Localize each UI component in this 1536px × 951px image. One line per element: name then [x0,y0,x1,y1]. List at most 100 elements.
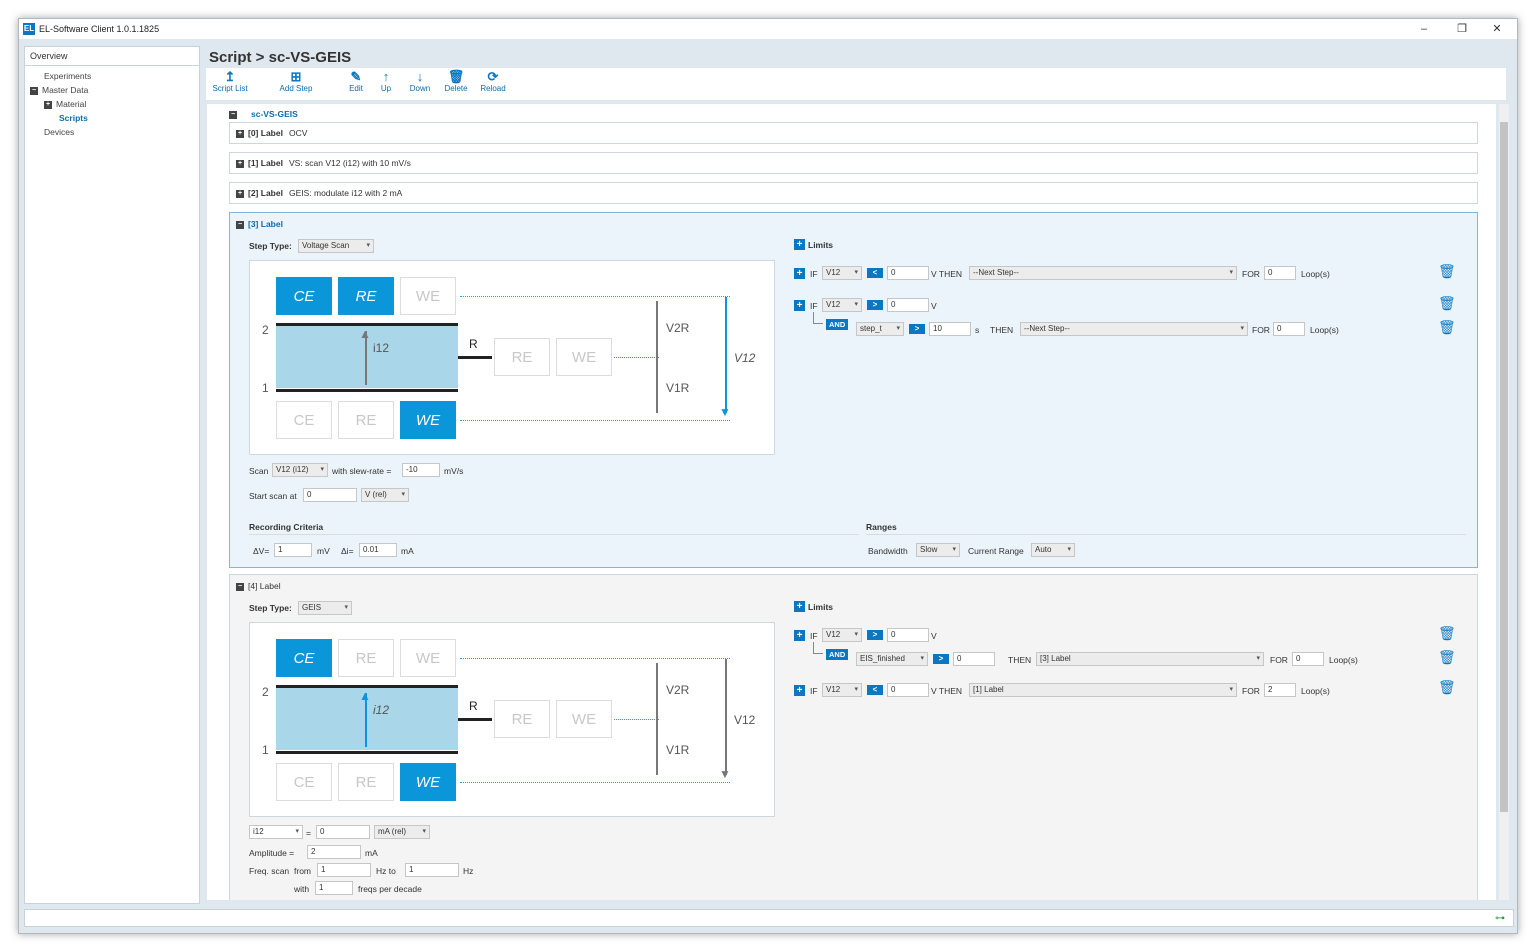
limit-value-input[interactable]: 0 [887,266,929,280]
limit-variable-select[interactable]: V12 [822,298,862,312]
collapse-icon[interactable]: − [30,86,38,95]
delete-limit-trash-icon[interactable]: 🗑 [1438,649,1456,665]
and-button[interactable]: AND [826,319,849,330]
minimize-button[interactable]: – [1420,23,1428,35]
excitation-unit-select[interactable]: mA (rel) [374,825,430,839]
we-mid-toggle[interactable]: WE [556,700,612,738]
then-step-select[interactable]: --Next Step-- [1020,322,1248,336]
step-header-4[interactable]: − [4] Label [236,581,281,591]
delete-limit-trash-icon[interactable]: 🗑 [1438,625,1456,641]
down-button[interactable]: ↓ Down [406,70,434,94]
delete-limit-trash-icon[interactable]: 🗑 [1438,679,1456,695]
expand-icon[interactable]: + [44,100,52,109]
limit-variable-select[interactable]: V12 [822,266,862,280]
limit-value-input[interactable]: 0 [887,628,929,642]
ce-bottom-toggle[interactable]: CE [276,763,332,801]
add-condition-icon[interactable]: + [794,685,805,696]
re-bottom-toggle[interactable]: RE [338,763,394,801]
sidebar-header-overview[interactable]: Overview [25,47,199,66]
then-step-select[interactable]: --Next Step-- [969,266,1237,280]
loops-input[interactable]: 2 [1264,683,1296,697]
operator-button[interactable]: > [909,324,925,334]
re-bottom-toggle[interactable]: RE [338,401,394,439]
collapse-icon[interactable]: − [229,110,237,119]
limit-value-input[interactable]: 0 [887,683,929,697]
scan-variable-select[interactable]: V12 (i12) [272,463,328,477]
we-top-toggle[interactable]: WE [400,277,456,315]
add-limit-icon[interactable]: + [794,601,805,612]
and-value-input[interactable]: 0 [953,652,995,666]
expand-icon[interactable]: + [236,159,244,168]
collapse-icon[interactable]: − [236,582,244,591]
step-type-select[interactable]: Voltage Scan [298,239,374,253]
amplitude-input[interactable]: 2 [307,845,361,859]
then-step-select[interactable]: [3] Label [1036,652,1264,666]
we-bottom-toggle[interactable]: WE [400,763,456,801]
re-mid-toggle[interactable]: RE [494,700,550,738]
freq-from-input[interactable]: 1 [317,863,371,877]
freqs-per-decade-input[interactable]: 1 [315,881,353,895]
ce-top-toggle[interactable]: CE [276,639,332,677]
script-root[interactable]: − sc-VS-GEIS [229,109,298,119]
edit-button[interactable]: ✎ Edit [344,70,368,94]
re-top-toggle[interactable]: RE [338,277,394,315]
ce-top-toggle[interactable]: CE [276,277,332,315]
sidebar-item-scripts[interactable]: Scripts [59,113,88,123]
close-button[interactable]: ✕ [1492,23,1502,35]
start-scan-input[interactable]: 0 [303,488,357,502]
and-variable-select[interactable]: step_t [856,322,904,336]
step-row-0[interactable]: + [0] Label OCV [229,122,1478,144]
step-type-select[interactable]: GEIS [298,601,352,615]
collapse-icon[interactable]: − [236,220,244,229]
and-variable-select[interactable]: EIS_finished [856,652,928,666]
add-condition-icon[interactable]: + [794,268,805,279]
script-list-button[interactable]: ↥ Script List [210,70,250,94]
expand-icon[interactable]: + [236,129,244,138]
and-value-input[interactable]: 10 [929,322,971,336]
reload-button[interactable]: ⟳ Reload [478,70,508,94]
limit-value-input[interactable]: 0 [887,298,929,312]
delete-limit-trash-icon[interactable]: 🗑 [1438,263,1456,279]
up-button[interactable]: ↑ Up [376,70,396,94]
start-scan-unit-select[interactable]: V (rel) [361,488,409,502]
sidebar-item-devices[interactable]: Devices [44,127,75,137]
current-range-select[interactable]: Auto [1031,543,1075,557]
delta-v-input[interactable]: 1 [274,543,312,557]
add-condition-icon[interactable]: + [794,300,805,311]
add-step-button[interactable]: ⊞ Add Step [276,70,316,94]
delta-i-input[interactable]: 0.01 [359,543,397,557]
limit-variable-select[interactable]: V12 [822,683,862,697]
operator-button[interactable]: > [933,654,949,664]
bandwidth-select[interactable]: Slow [916,543,960,557]
sidebar-item-master-data[interactable]: − Master Data [30,85,88,95]
and-button[interactable]: AND [826,649,849,660]
ce-bottom-toggle[interactable]: CE [276,401,332,439]
scrollbar-thumb[interactable] [1500,122,1508,812]
loops-input[interactable]: 0 [1264,266,1296,280]
step-header-3[interactable]: − [3] Label [236,219,283,229]
limit-variable-select[interactable]: V12 [822,628,862,642]
loops-input[interactable]: 0 [1292,652,1324,666]
slew-rate-input[interactable]: -10 [402,463,440,477]
we-mid-toggle[interactable]: WE [556,338,612,376]
sidebar-item-material[interactable]: + Material [44,99,86,109]
freq-to-input[interactable]: 1 [405,863,459,877]
operator-button[interactable]: < [867,685,883,695]
we-bottom-toggle[interactable]: WE [400,401,456,439]
delete-limit-trash-icon[interactable]: 🗑 [1438,319,1456,335]
expand-icon[interactable]: + [236,189,244,198]
delete-button[interactable]: 🗑 Delete [442,70,470,94]
operator-button[interactable]: > [867,630,883,640]
add-condition-icon[interactable]: + [794,630,805,641]
we-top-toggle[interactable]: WE [400,639,456,677]
step-row-2[interactable]: + [2] Label GEIS: modulate i12 with 2 mA [229,182,1478,204]
delete-limit-trash-icon[interactable]: 🗑 [1438,295,1456,311]
operator-button[interactable]: > [867,300,883,310]
sidebar-item-experiments[interactable]: Experiments [44,71,92,81]
loops-input[interactable]: 0 [1273,322,1305,336]
excitation-value-input[interactable]: 0 [316,825,370,839]
re-mid-toggle[interactable]: RE [494,338,550,376]
restore-button[interactable]: ❐ [1457,23,1467,35]
operator-button[interactable]: < [867,268,883,278]
then-step-select[interactable]: [1] Label [969,683,1237,697]
